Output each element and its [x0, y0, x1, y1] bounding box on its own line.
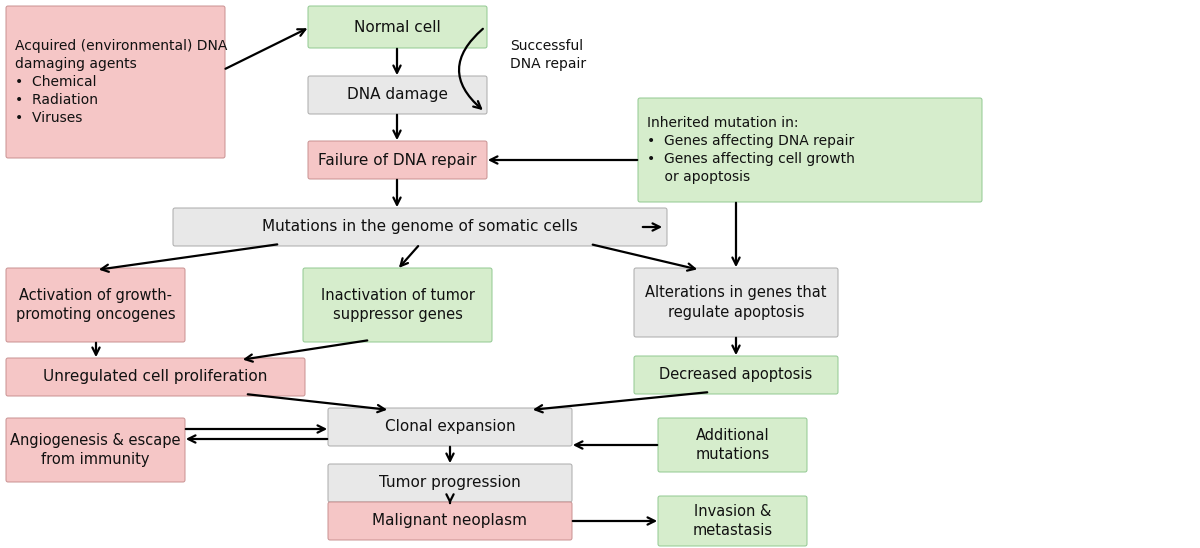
- FancyBboxPatch shape: [6, 6, 226, 158]
- FancyBboxPatch shape: [173, 208, 667, 246]
- Text: Activation of growth-
promoting oncogenes: Activation of growth- promoting oncogene…: [16, 288, 175, 322]
- FancyBboxPatch shape: [328, 464, 572, 502]
- Text: Inactivation of tumor
suppressor genes: Inactivation of tumor suppressor genes: [320, 288, 474, 322]
- Text: Decreased apoptosis: Decreased apoptosis: [659, 368, 812, 383]
- Text: Inherited mutation in:
•  Genes affecting DNA repair
•  Genes affecting cell gro: Inherited mutation in: • Genes affecting…: [647, 116, 854, 184]
- Text: Clonal expansion: Clonal expansion: [385, 420, 515, 435]
- FancyBboxPatch shape: [308, 6, 487, 48]
- Text: Angiogenesis & escape
from immunity: Angiogenesis & escape from immunity: [11, 433, 181, 467]
- Text: Acquired (environmental) DNA
damaging agents
•  Chemical
•  Radiation
•  Viruses: Acquired (environmental) DNA damaging ag…: [14, 39, 227, 125]
- FancyBboxPatch shape: [6, 418, 185, 482]
- FancyBboxPatch shape: [328, 502, 572, 540]
- FancyBboxPatch shape: [6, 358, 305, 396]
- FancyBboxPatch shape: [638, 98, 982, 202]
- Text: DNA damage: DNA damage: [347, 88, 448, 102]
- Text: Mutations in the genome of somatic cells: Mutations in the genome of somatic cells: [262, 220, 578, 235]
- FancyBboxPatch shape: [328, 408, 572, 446]
- Text: Additional
mutations: Additional mutations: [695, 428, 769, 462]
- Text: Normal cell: Normal cell: [354, 20, 440, 35]
- Text: Tumor progression: Tumor progression: [379, 476, 521, 490]
- FancyBboxPatch shape: [308, 76, 487, 114]
- Text: Malignant neoplasm: Malignant neoplasm: [372, 513, 528, 528]
- FancyBboxPatch shape: [308, 141, 487, 179]
- Text: Failure of DNA repair: Failure of DNA repair: [318, 152, 476, 168]
- Text: Unregulated cell proliferation: Unregulated cell proliferation: [43, 369, 268, 385]
- FancyBboxPatch shape: [658, 418, 808, 472]
- FancyBboxPatch shape: [658, 496, 808, 546]
- FancyBboxPatch shape: [634, 268, 838, 337]
- Text: Invasion &
metastasis: Invasion & metastasis: [692, 504, 773, 538]
- FancyBboxPatch shape: [6, 268, 185, 342]
- Text: Alterations in genes that
regulate apoptosis: Alterations in genes that regulate apopt…: [646, 286, 827, 319]
- Text: Successful
DNA repair: Successful DNA repair: [510, 39, 586, 71]
- FancyBboxPatch shape: [302, 268, 492, 342]
- FancyBboxPatch shape: [634, 356, 838, 394]
